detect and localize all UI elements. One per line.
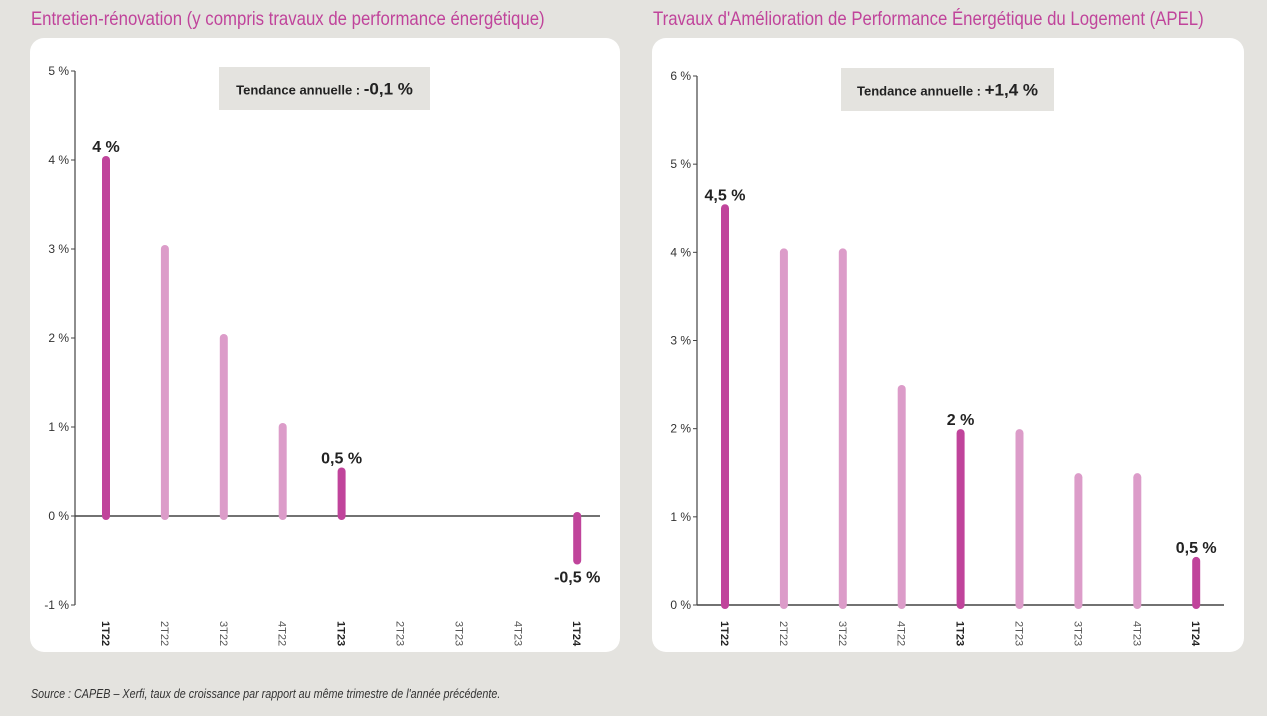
y-tick-label: 2 % xyxy=(48,331,69,345)
y-tick-label: 4 % xyxy=(48,153,69,167)
y-tick-label: 6 % xyxy=(670,69,691,83)
trend-box xyxy=(841,68,1054,111)
category-label-1T23: 1T23 xyxy=(954,621,966,646)
category-label-1T24: 1T24 xyxy=(1189,621,1201,647)
y-tick-label: 2 % xyxy=(670,422,691,436)
data-label-1T24: -0,5 % xyxy=(554,570,600,587)
category-label-4T23: 4T23 xyxy=(511,621,523,646)
data-label-1T22: 4 % xyxy=(92,139,120,156)
category-label-1T22: 1T22 xyxy=(99,621,111,646)
y-tick-label: 4 % xyxy=(670,245,691,259)
category-label-2T22: 2T22 xyxy=(777,621,789,646)
category-label-3T23: 3T23 xyxy=(452,621,464,646)
trend-value: -0,1 % xyxy=(364,80,413,99)
trend-box xyxy=(219,67,430,110)
category-label-3T22: 3T22 xyxy=(836,621,848,646)
y-tick-label: 5 % xyxy=(670,157,691,171)
chart-title-right: Travaux d'Amélioration de Performance Én… xyxy=(653,8,1204,30)
chart-panel-right: Tendance annuelle : +1,4 % 0 % 1 % 2 % 3 % 4 … xyxy=(652,38,1244,652)
data-label-1T22: 4,5 % xyxy=(705,187,746,204)
chart-right: Tendance annuelle : +1,4 % 0 % 1 % 2 % 3 % 4 … xyxy=(670,68,1224,647)
category-label-3T23: 3T23 xyxy=(1071,621,1083,646)
trend-value: +1,4 % xyxy=(985,81,1038,100)
chart-title-left: Entretien-rénovation (y compris travaux … xyxy=(31,8,545,30)
y-tick-label: 5 % xyxy=(48,64,69,78)
y-tick-label: 3 % xyxy=(48,242,69,256)
trend-text: Tendance annuelle : +1,4 % xyxy=(857,81,1038,100)
category-label-2T23: 2T23 xyxy=(394,621,406,646)
trend-label: Tendance annuelle : xyxy=(857,84,985,99)
category-label-1T24: 1T24 xyxy=(570,621,582,647)
category-label-1T22: 1T22 xyxy=(718,621,730,646)
data-label-1T23: 0,5 % xyxy=(321,451,362,468)
category-label-1T23: 1T23 xyxy=(335,621,347,646)
category-label-4T23: 4T23 xyxy=(1130,621,1142,646)
category-label-3T22: 3T22 xyxy=(217,621,229,646)
data-label-1T23: 2 % xyxy=(947,412,975,429)
y-tick-label: -1 % xyxy=(44,598,69,612)
data-label-1T24: 0,5 % xyxy=(1176,540,1217,557)
trend-label: Tendance annuelle : xyxy=(236,83,364,98)
trend-text: Tendance annuelle : -0,1 % xyxy=(236,80,413,99)
y-tick-label: 1 % xyxy=(48,420,69,434)
chart-panel-left: Tendance annuelle : -0,1 % -1 % 0 % 1 % 2 % 3… xyxy=(30,38,620,652)
y-tick-label: 0 % xyxy=(48,509,69,523)
y-tick-label: 3 % xyxy=(670,334,691,348)
y-tick-label: 0 % xyxy=(670,598,691,612)
category-label-2T22: 2T22 xyxy=(158,621,170,646)
category-label-4T22: 4T22 xyxy=(895,621,907,646)
category-label-4T22: 4T22 xyxy=(276,621,288,646)
source-note: Source : CAPEB – Xerfi, taux de croissan… xyxy=(31,687,501,701)
chart-left: Tendance annuelle : -0,1 % -1 % 0 % 1 % 2 % 3… xyxy=(44,64,600,647)
category-label-2T23: 2T23 xyxy=(1013,621,1025,646)
y-tick-label: 1 % xyxy=(670,510,691,524)
